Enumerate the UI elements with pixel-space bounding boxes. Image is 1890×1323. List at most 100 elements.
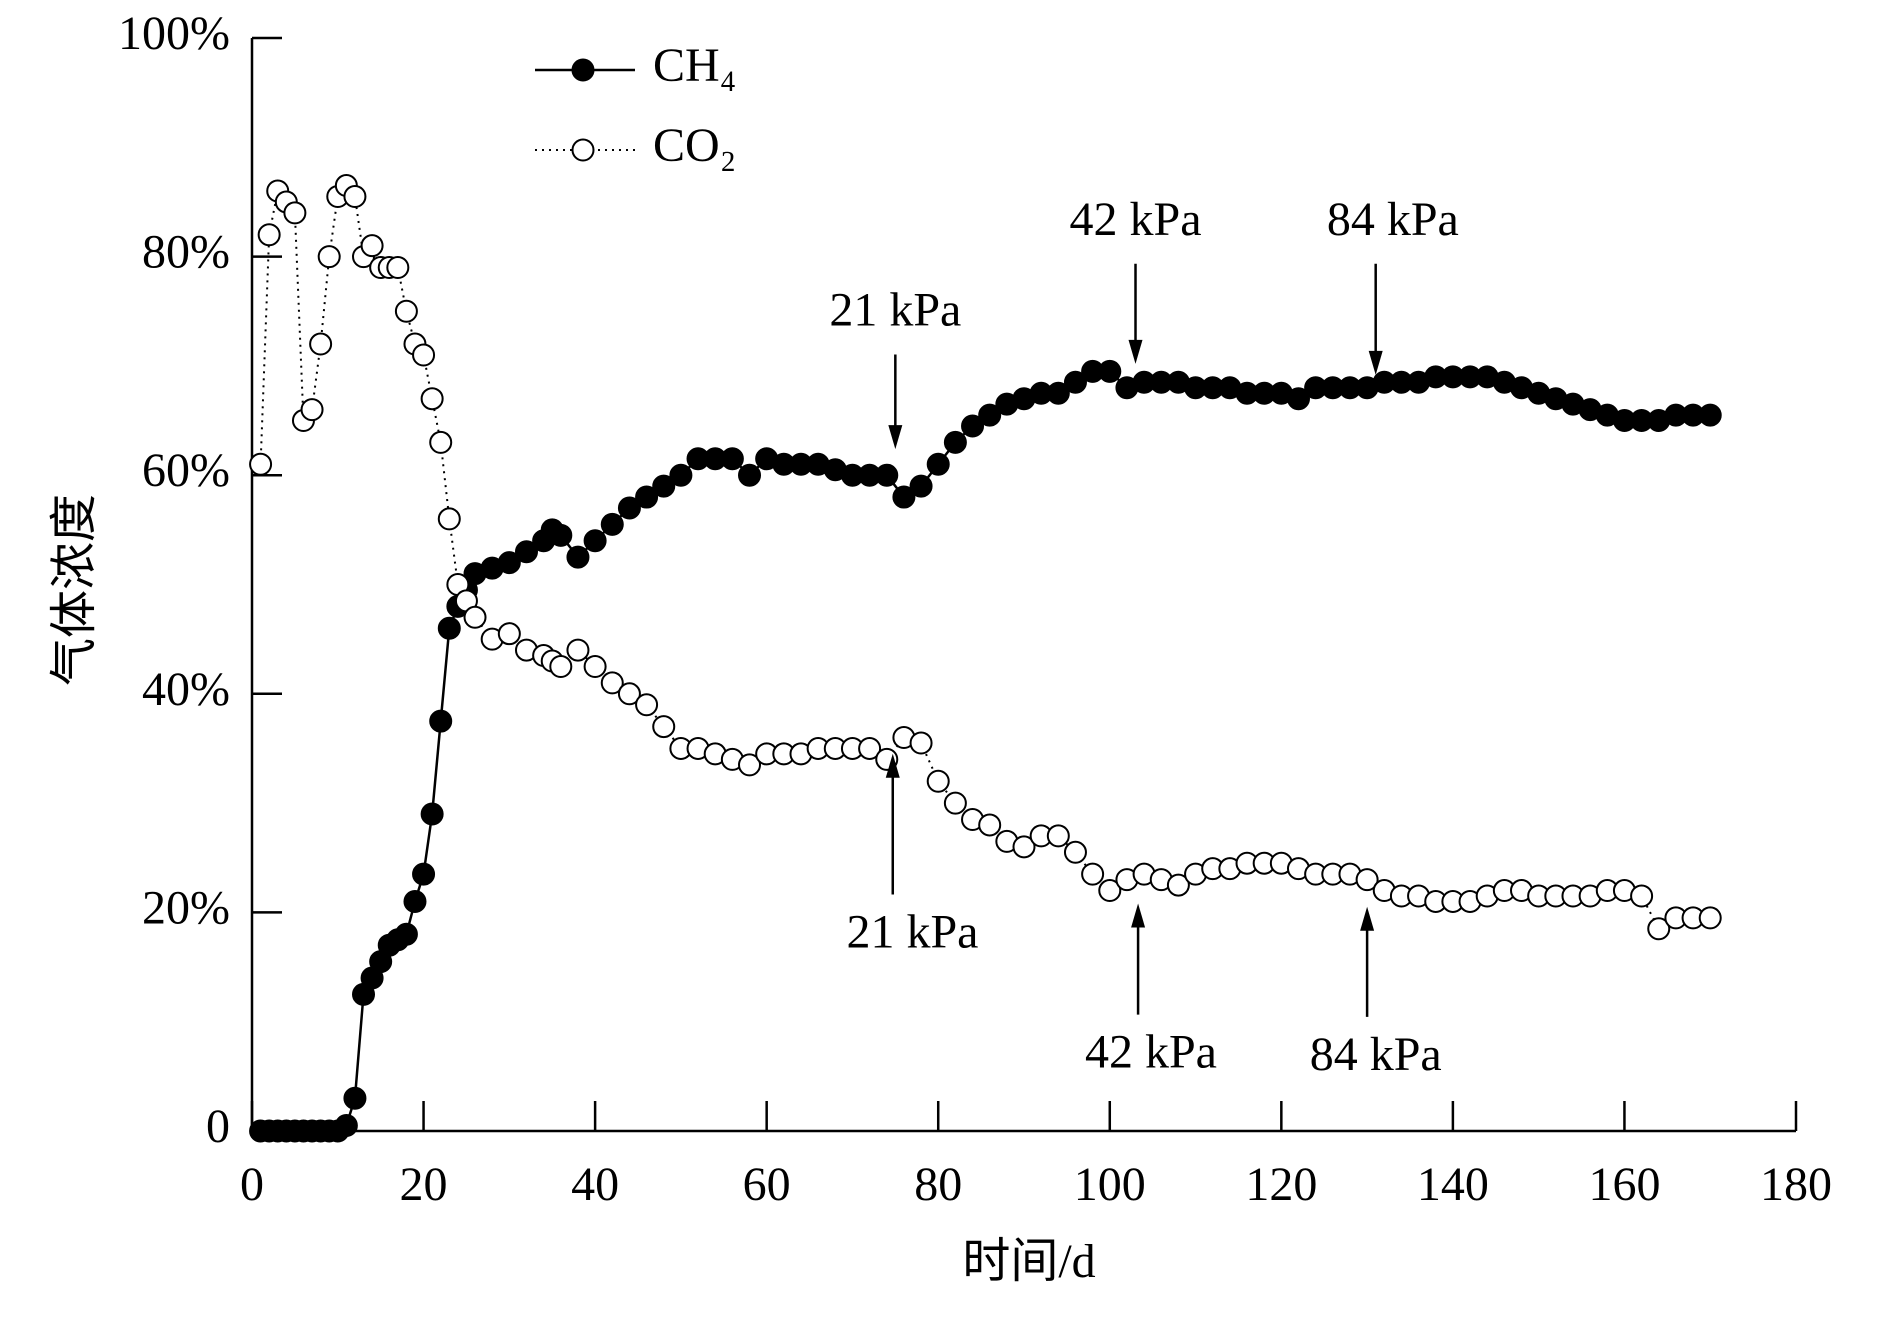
x-tick-label: 40 [571,1158,619,1211]
x-tick-label: 60 [743,1158,791,1211]
data-point [943,430,967,454]
annotation-text: 84 kPa [1327,193,1459,246]
data-point [1063,370,1087,394]
data-point [583,654,607,678]
data-point [497,622,521,646]
legend-label: CH₄ [653,39,736,92]
data-point [420,387,444,411]
data-point [943,791,967,815]
y-tick-label: 60% [142,444,230,497]
data-point [892,485,916,509]
annotation-arrowhead [1131,903,1146,928]
data-point [600,512,624,536]
legend-marker [571,138,595,162]
data-point [1647,917,1671,941]
annotation-text: 21 kPa [846,905,978,958]
data-point [961,414,985,438]
data-point [875,463,899,487]
annotation-text: 84 kPa [1310,1028,1442,1081]
annotation-arrowhead [888,425,903,450]
data-point [549,523,573,547]
annotation-arrowhead [1128,339,1143,364]
legend-label: CO₂ [653,119,736,172]
data-point [549,654,573,678]
data-point [909,731,933,755]
data-point [566,638,590,662]
data-point [926,452,950,476]
x-tick-label: 100 [1074,1158,1146,1211]
data-point [309,332,333,356]
legend-marker [571,58,595,82]
y-tick-label: 20% [142,881,230,934]
data-point [514,540,538,564]
data-point [1098,879,1122,903]
data-point [652,715,676,739]
data-point [1630,884,1654,908]
data-point [909,474,933,498]
series-line [260,370,1711,1133]
data-point [583,529,607,553]
data-point [738,463,762,487]
x-tick-label: 80 [914,1158,962,1211]
data-point [257,223,281,247]
data-point [412,862,436,886]
data-point [566,545,590,569]
data-point [600,671,624,695]
annotation-text: 42 kPa [1085,1026,1217,1079]
data-point [635,693,659,717]
y-axis-label: 气体浓度 [48,494,101,686]
data-point [300,398,324,422]
data-point [635,485,659,509]
data-point [1012,835,1036,859]
x-tick-label: 160 [1588,1158,1660,1211]
data-point [394,299,418,323]
annotation-arrowhead [885,753,900,778]
x-tick-label: 120 [1245,1158,1317,1211]
data-point [1098,359,1122,383]
data-point [858,736,882,760]
data-point [1698,906,1722,930]
data-point [1355,868,1379,892]
data-point [720,447,744,471]
data-point [429,709,453,733]
data-point [317,245,341,269]
y-tick-label: 80% [142,226,230,279]
data-point [978,813,1002,837]
data-point [437,507,461,531]
y-tick-label: 40% [142,663,230,716]
x-tick-label: 20 [400,1158,448,1211]
data-point [617,682,641,706]
data-point [652,474,676,498]
data-point [617,496,641,520]
data-point [1698,403,1722,427]
data-point [497,551,521,575]
data-point [360,234,384,258]
data-point [978,403,1002,427]
data-point [420,802,444,826]
data-point [343,1086,367,1110]
data-point [926,769,950,793]
data-point [394,922,418,946]
annotation-text: 21 kPa [829,284,961,337]
data-point [283,201,307,225]
data-point [1286,387,1310,411]
data-point [669,463,693,487]
data-point [1063,840,1087,864]
data-point [249,452,273,476]
data-point [1046,824,1070,848]
annotation-text: 42 kPa [1070,193,1202,246]
data-point [1166,873,1190,897]
data-point [738,753,762,777]
annotation-arrowhead [1360,906,1375,931]
data-point [429,430,453,454]
data-point [1046,381,1070,405]
data-point [386,256,410,280]
data-point [1081,862,1105,886]
data-point [463,605,487,629]
annotation-arrowhead [1368,350,1383,375]
x-axis-label: 时间/d [962,1235,1095,1288]
x-tick-label: 140 [1417,1158,1489,1211]
x-tick-label: 180 [1760,1158,1832,1211]
data-point [412,343,436,367]
